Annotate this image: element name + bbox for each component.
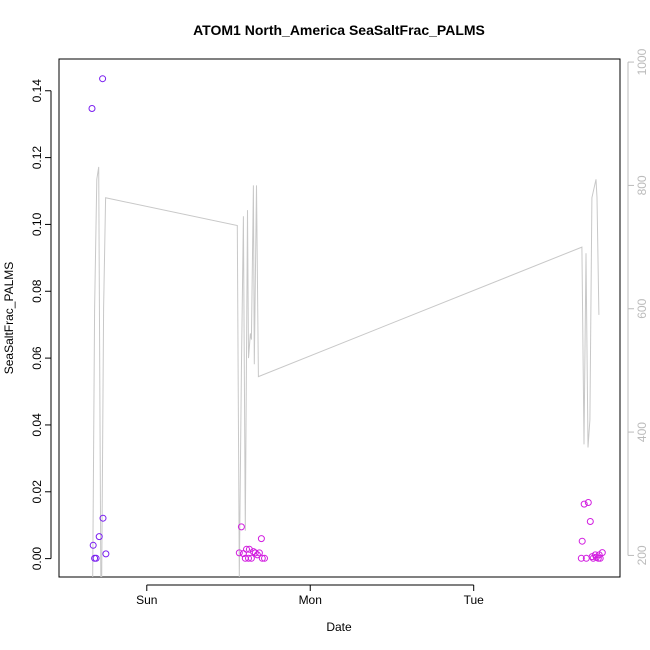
pressure-line-layer	[92, 166, 600, 577]
data-point	[261, 554, 268, 562]
data-point	[577, 554, 585, 562]
data-point	[245, 545, 253, 553]
y-tick-label: 0.00	[30, 547, 44, 571]
chart-title: ATOM1 North_America SeaSaltFrac_PALMS	[193, 22, 485, 38]
data-point	[102, 550, 110, 558]
x-axis: Sun Mon Tue	[136, 584, 485, 607]
x-tick-label: Mon	[299, 593, 322, 607]
y-tick-label: 0.04	[30, 413, 44, 437]
pressure-series-line	[92, 166, 600, 577]
data-point	[89, 541, 97, 549]
y-right-tick-label: 800	[635, 175, 649, 195]
y-axis-right: 200 400 600 800 1000	[627, 48, 649, 565]
data-point	[95, 533, 103, 541]
data-point	[586, 518, 594, 525]
data-point	[235, 549, 243, 557]
y-axis-label: SeaSaltFrac_PALMS	[2, 262, 16, 375]
data-point	[245, 554, 252, 562]
data-point	[243, 545, 250, 553]
data-point	[99, 514, 107, 522]
data-point	[257, 535, 265, 543]
data-point	[92, 554, 100, 562]
y-tick-label: 0.08	[30, 279, 44, 303]
y-tick-label: 0.02	[30, 480, 44, 504]
y-tick-label: 0.14	[30, 79, 44, 103]
y-right-tick-label: 1000	[635, 48, 649, 75]
y-right-tick-label: 200	[635, 545, 649, 565]
y-right-tick-label: 600	[635, 298, 649, 318]
data-point	[255, 549, 263, 557]
data-point	[580, 500, 588, 508]
data-point	[99, 75, 107, 83]
x-tick-label: Tue	[464, 593, 485, 607]
y-axis-left: 0.00 0.02 0.04 0.06 0.08 0.10 0.12 0.14	[30, 79, 52, 571]
data-point	[578, 537, 586, 545]
y-tick-label: 0.12	[30, 146, 44, 170]
x-tick-label: Sun	[136, 593, 157, 607]
y-tick-label: 0.10	[30, 212, 44, 236]
data-point	[247, 554, 255, 562]
data-point	[251, 549, 259, 557]
x-axis-label: Date	[326, 620, 352, 634]
data-point	[589, 554, 597, 562]
y-tick-label: 0.06	[30, 346, 44, 370]
y-right-tick-label: 400	[635, 422, 649, 442]
data-point	[88, 105, 96, 112]
plot-frame	[58, 58, 621, 578]
data-point	[598, 549, 606, 557]
data-point	[584, 499, 592, 506]
data-point	[594, 554, 602, 562]
data-point	[258, 554, 266, 562]
points-layer	[88, 75, 606, 562]
data-point	[237, 523, 245, 531]
data-point	[253, 551, 261, 559]
